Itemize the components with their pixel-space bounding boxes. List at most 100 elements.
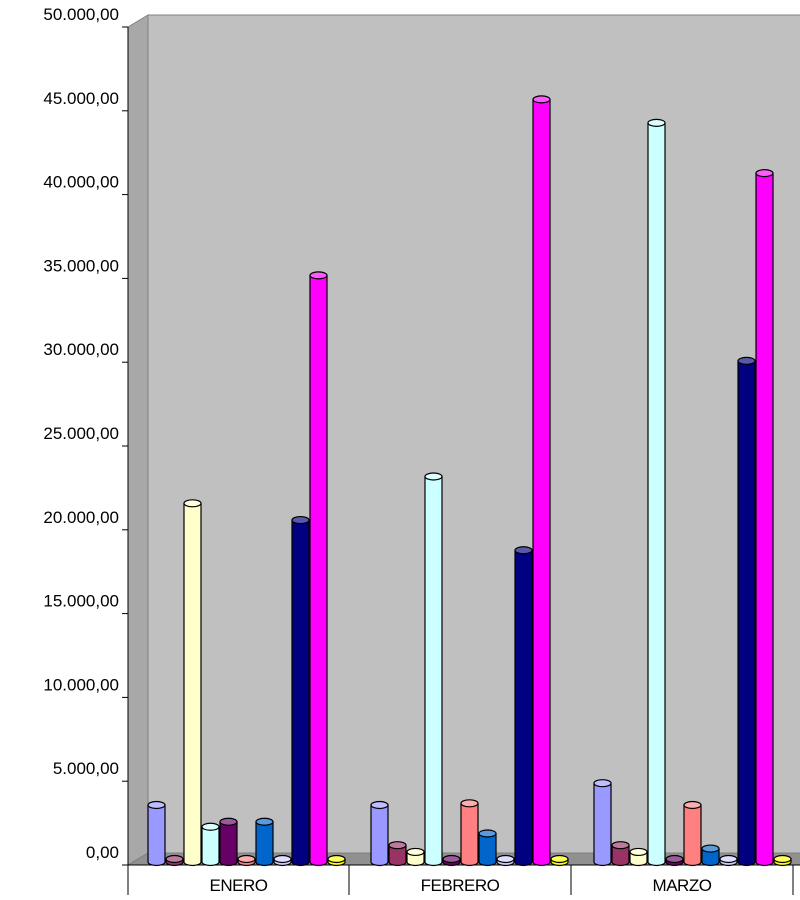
bar-top — [388, 841, 407, 850]
bar-body — [424, 475, 443, 867]
y-tick-label: 0,00 — [86, 843, 119, 862]
bar-body — [701, 847, 720, 867]
bar — [755, 169, 774, 867]
bar-top — [593, 779, 612, 788]
bar — [611, 841, 630, 867]
y-tick-label: 25.000,00 — [43, 424, 119, 443]
y-tick-label: 40.000,00 — [43, 173, 119, 192]
bar-top — [737, 356, 756, 365]
bar-body — [532, 98, 551, 867]
bar-top — [550, 854, 569, 864]
bar-top — [683, 800, 702, 810]
bar-top — [719, 854, 738, 864]
x-tick-label: FEBRERO — [421, 876, 500, 895]
x-tick-label: ENERO — [210, 876, 268, 895]
bar-body — [291, 519, 310, 867]
bar-body — [219, 821, 238, 867]
bar — [773, 854, 792, 867]
bar-body — [147, 804, 166, 867]
bar-body — [183, 502, 202, 867]
bar-top — [442, 854, 461, 864]
side-wall — [127, 14, 149, 866]
bar — [550, 854, 569, 867]
bar-top — [701, 844, 720, 853]
bar — [291, 515, 310, 867]
bar-top — [291, 515, 310, 525]
bar-top — [496, 854, 515, 864]
bar — [147, 800, 166, 867]
bar — [406, 847, 425, 867]
x-tick-label: MARZO — [653, 876, 712, 895]
bar-top — [773, 854, 792, 864]
bar-top — [460, 799, 479, 808]
bar — [370, 800, 389, 867]
bar-top — [406, 847, 425, 857]
bar-body — [593, 782, 612, 867]
bar — [629, 847, 648, 867]
bar-top — [165, 854, 184, 864]
bar — [327, 854, 346, 867]
bar — [647, 118, 666, 867]
bar-top — [532, 95, 551, 104]
y-tick-label: 50.000,00 — [43, 5, 119, 24]
bar — [460, 799, 479, 867]
bar — [737, 356, 756, 867]
bar — [219, 817, 238, 867]
bar — [719, 854, 738, 867]
bar-top — [665, 854, 684, 864]
bar — [496, 854, 515, 867]
bar — [388, 841, 407, 867]
y-tick-label: 15.000,00 — [43, 592, 119, 611]
bar — [683, 800, 702, 867]
bar-top — [370, 800, 389, 810]
y-tick-label: 20.000,00 — [43, 508, 119, 527]
bar — [165, 854, 184, 867]
bar-body — [737, 360, 756, 867]
y-tick-label: 5.000,00 — [53, 759, 119, 778]
bar-top — [273, 854, 292, 864]
bar-top — [219, 817, 238, 826]
bar-top — [629, 847, 648, 857]
back-wall — [147, 14, 800, 854]
bar-top — [309, 271, 328, 280]
bar-top — [255, 817, 274, 826]
bar — [701, 844, 720, 867]
bar-body — [370, 804, 389, 867]
bar-top — [183, 499, 202, 508]
bar-body — [201, 826, 220, 867]
bar-top — [201, 822, 220, 831]
y-tick-label: 30.000,00 — [43, 340, 119, 359]
bar — [201, 822, 220, 867]
bar — [424, 472, 443, 867]
bar — [478, 829, 497, 867]
bar-body — [388, 844, 407, 867]
y-tick-label: 10.000,00 — [43, 675, 119, 694]
bar-body — [647, 122, 666, 867]
bar-body — [478, 832, 497, 867]
bar-body — [611, 844, 630, 867]
bar-top — [478, 829, 497, 838]
bar-top — [755, 169, 774, 178]
y-tick-label: 45.000,00 — [43, 89, 119, 108]
bar-top — [514, 546, 533, 555]
bar-top — [647, 118, 666, 127]
bar — [273, 854, 292, 867]
bar-body — [255, 821, 274, 867]
bar-body — [309, 274, 328, 867]
y-tick-label: 35.000,00 — [43, 256, 119, 275]
bar — [237, 854, 256, 867]
bar — [593, 779, 612, 867]
bar-top — [147, 800, 166, 810]
bar — [309, 271, 328, 867]
bar-top — [327, 854, 346, 864]
bar — [514, 546, 533, 867]
bar-top — [237, 854, 256, 864]
bar-body — [460, 802, 479, 867]
bar — [183, 499, 202, 867]
bar-body — [514, 549, 533, 867]
bar-body — [683, 804, 702, 867]
bar — [665, 854, 684, 867]
bar-body — [755, 172, 774, 867]
